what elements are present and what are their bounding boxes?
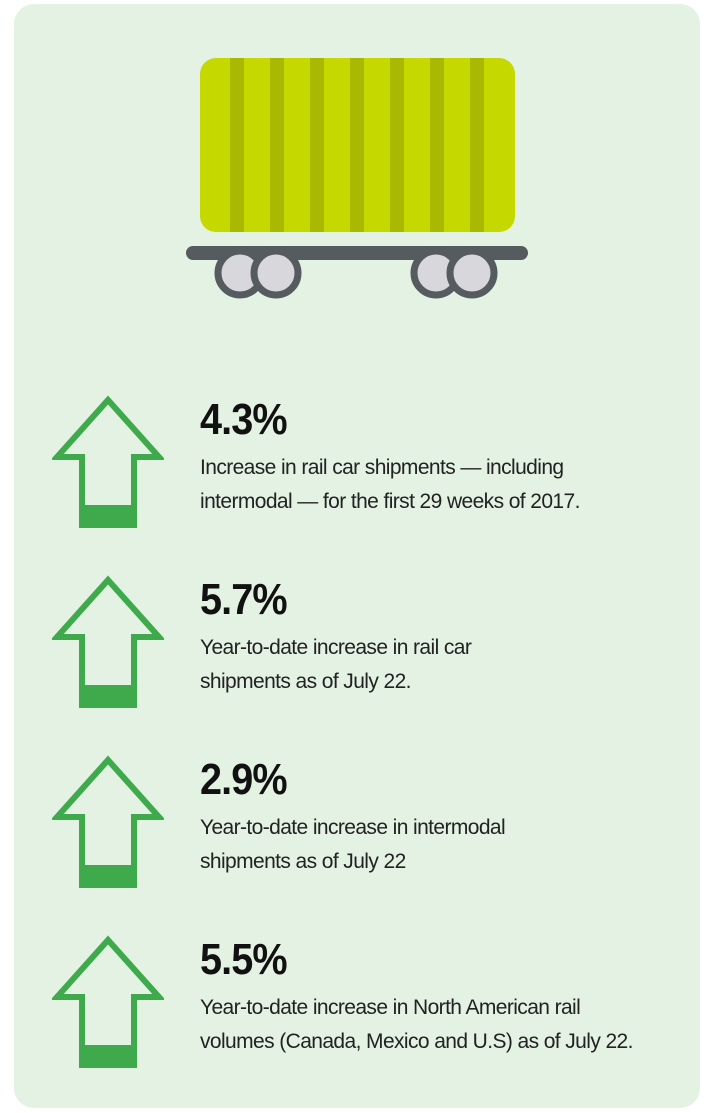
up-arrow-icon [52,935,164,1076]
stat-value: 2.9% [200,755,287,805]
description-line: intermodal — for the first 29 weeks of 2… [200,485,580,519]
arrow-shape [52,755,164,891]
up-arrow-icon [52,755,164,896]
page: 4.3% Increase in rail car shipments — inc… [0,0,704,1113]
description-line: volumes (Canada, Mexico and U.S) as of J… [200,1025,633,1059]
arrow-shape [52,395,164,531]
description-line: Year-to-date increase in intermodal [200,811,505,845]
description-line: shipments as of July 22 [200,845,505,879]
stat-value: 4.3% [200,395,287,445]
stat-item: 4.3% Increase in rail car shipments — inc… [14,395,700,565]
stat-description: Year-to-date increase in North American … [200,991,633,1059]
arrow-shape [52,935,164,1071]
stat-item: 5.5% Year-to-date increase in North Ameri… [14,935,700,1105]
description-line: shipments as of July 22. [200,665,471,699]
stat-value: 5.5% [200,935,287,985]
description-line: Year-to-date increase in rail car [200,631,471,665]
up-arrow-icon [52,395,164,536]
stat-value: 5.7% [200,575,287,625]
description-line: Year-to-date increase in North American … [200,991,633,1025]
stat-description: Increase in rail car shipments — includi… [200,451,580,519]
arrow-shape [52,575,164,711]
description-line: Increase in rail car shipments — includi… [200,451,580,485]
up-arrow-icon [52,575,164,716]
rail-car-illustration [14,4,700,304]
panel: 4.3% Increase in rail car shipments — inc… [14,4,700,1108]
